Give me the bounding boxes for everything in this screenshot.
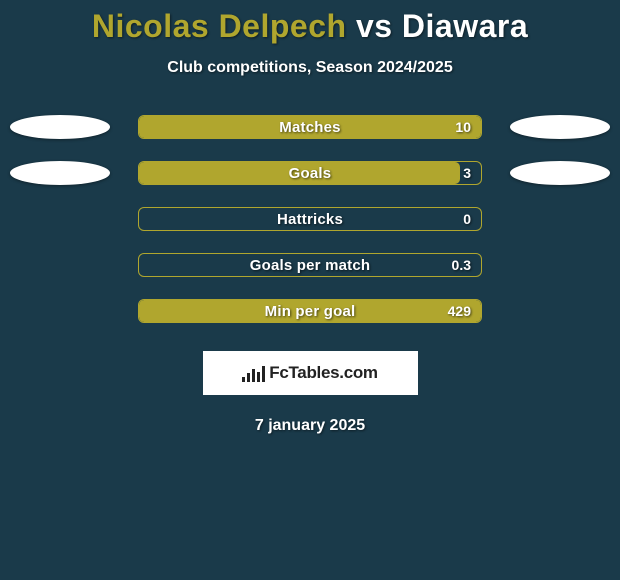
stat-bar-track: Goals3 (138, 161, 482, 185)
stat-bars: Matches10 Goals3 Hattricks0 Goals per match… (0, 115, 620, 323)
stat-value: 0 (463, 208, 471, 230)
branding-text: FcTables.com (269, 363, 378, 383)
stat-row: Goals per match0.3 (0, 253, 620, 277)
stat-label: Min per goal (139, 300, 481, 322)
stat-label: Hattricks (139, 208, 481, 230)
stat-value: 0.3 (452, 254, 471, 276)
stat-bar-track: Matches10 (138, 115, 482, 139)
stat-label: Matches (139, 116, 481, 138)
player1-marker (10, 161, 110, 185)
snapshot-date: 7 january 2025 (0, 417, 620, 435)
page-title: Nicolas Delpech vs Diawara (0, 8, 620, 45)
stat-bar-track: Goals per match0.3 (138, 253, 482, 277)
stat-value: 3 (463, 162, 471, 184)
subtitle: Club competitions, Season 2024/2025 (0, 59, 620, 77)
comparison-card: Nicolas Delpech vs Diawara Club competit… (0, 0, 620, 435)
player2-marker (510, 115, 610, 139)
stat-bar-track: Min per goal429 (138, 299, 482, 323)
stat-label: Goals (139, 162, 481, 184)
stat-row: Hattricks0 (0, 207, 620, 231)
stat-row: Matches10 (0, 115, 620, 139)
player2-marker (510, 161, 610, 185)
chart-icon (242, 364, 265, 382)
stat-label: Goals per match (139, 254, 481, 276)
stat-value: 429 (448, 300, 471, 322)
stat-row: Min per goal429 (0, 299, 620, 323)
player2-name: Diawara (402, 8, 528, 44)
vs-separator: vs (347, 8, 402, 44)
player1-name: Nicolas Delpech (92, 8, 347, 44)
branding-logo: FcTables.com (203, 351, 418, 395)
stat-bar-track: Hattricks0 (138, 207, 482, 231)
player1-marker (10, 115, 110, 139)
stat-row: Goals3 (0, 161, 620, 185)
stat-value: 10 (455, 116, 471, 138)
